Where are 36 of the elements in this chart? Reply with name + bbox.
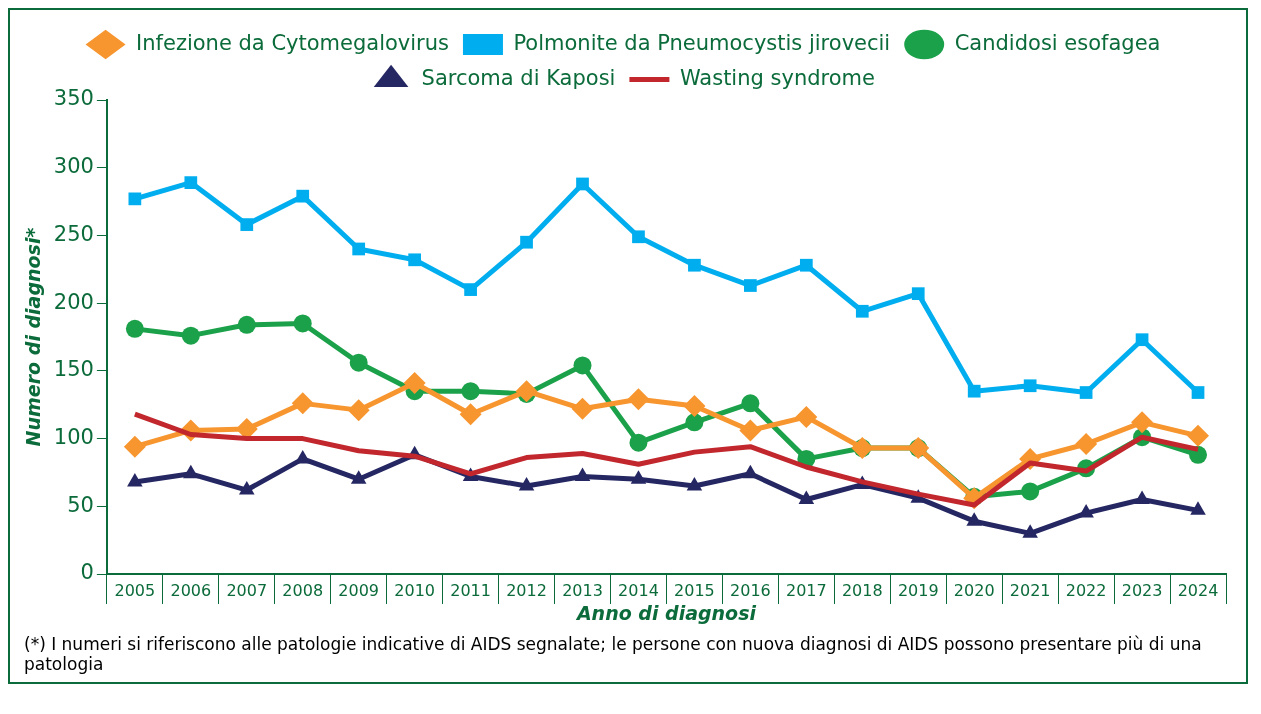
- x-tick-label: 2007: [226, 580, 268, 600]
- legend-label: Candidosi esofagea: [954, 30, 1161, 55]
- x-tick-label: 2020: [953, 580, 995, 600]
- x-tick-label: 2006: [170, 580, 212, 600]
- y-tick-label: 100: [53, 425, 94, 450]
- y-tick-label: 300: [53, 154, 94, 179]
- x-axis-title: Anno di diagnosi: [574, 601, 757, 624]
- x-tick-label: 2016: [730, 580, 771, 600]
- x-tick-label: 2017: [785, 580, 827, 600]
- x-tick-label: 2008: [282, 580, 324, 600]
- y-tick-label: 350: [53, 86, 94, 111]
- x-tick-label: 2014: [618, 580, 659, 600]
- x-tick-label: 2013: [562, 580, 603, 600]
- y-tick-label: 150: [53, 357, 94, 382]
- x-tick-label: 2005: [114, 580, 156, 600]
- legend-label: Sarcoma di Kaposi: [421, 65, 616, 90]
- y-tick-label: 250: [53, 221, 94, 246]
- y-tick-label: 50: [67, 492, 94, 517]
- y-tick-label: 200: [53, 289, 94, 314]
- x-tick-label: 2015: [674, 580, 715, 600]
- legend-label: Infezione da Cytomegalovirus: [136, 30, 449, 55]
- x-tick-label: 2010: [394, 580, 435, 600]
- legend-label: Wasting syndrome: [679, 65, 875, 90]
- x-tick-label: 2021: [1009, 580, 1051, 600]
- x-tick-label: 2011: [450, 580, 491, 600]
- x-tick-label: 2019: [897, 580, 939, 600]
- x-tick-label: 2009: [338, 580, 380, 600]
- y-axis-title: Numero di diagnosi*: [22, 227, 45, 447]
- y-tick-label: 0: [80, 560, 94, 585]
- legend-label: Polmonite da Pneumocystis jirovecii: [513, 30, 891, 55]
- x-tick-label: 2023: [1121, 580, 1163, 600]
- x-tick-label: 2012: [506, 580, 547, 600]
- text: (*) I numeri si riferiscono alle patologie indicative di AIDS segnalate; le persone con nuova diagnosi di AIDS possono presentare più di una patologia: [23, 633, 1203, 676]
- x-tick-label: 2022: [1065, 580, 1107, 600]
- x-tick-label: 2024: [1177, 580, 1219, 600]
- x-tick-label: 2018: [841, 580, 883, 600]
